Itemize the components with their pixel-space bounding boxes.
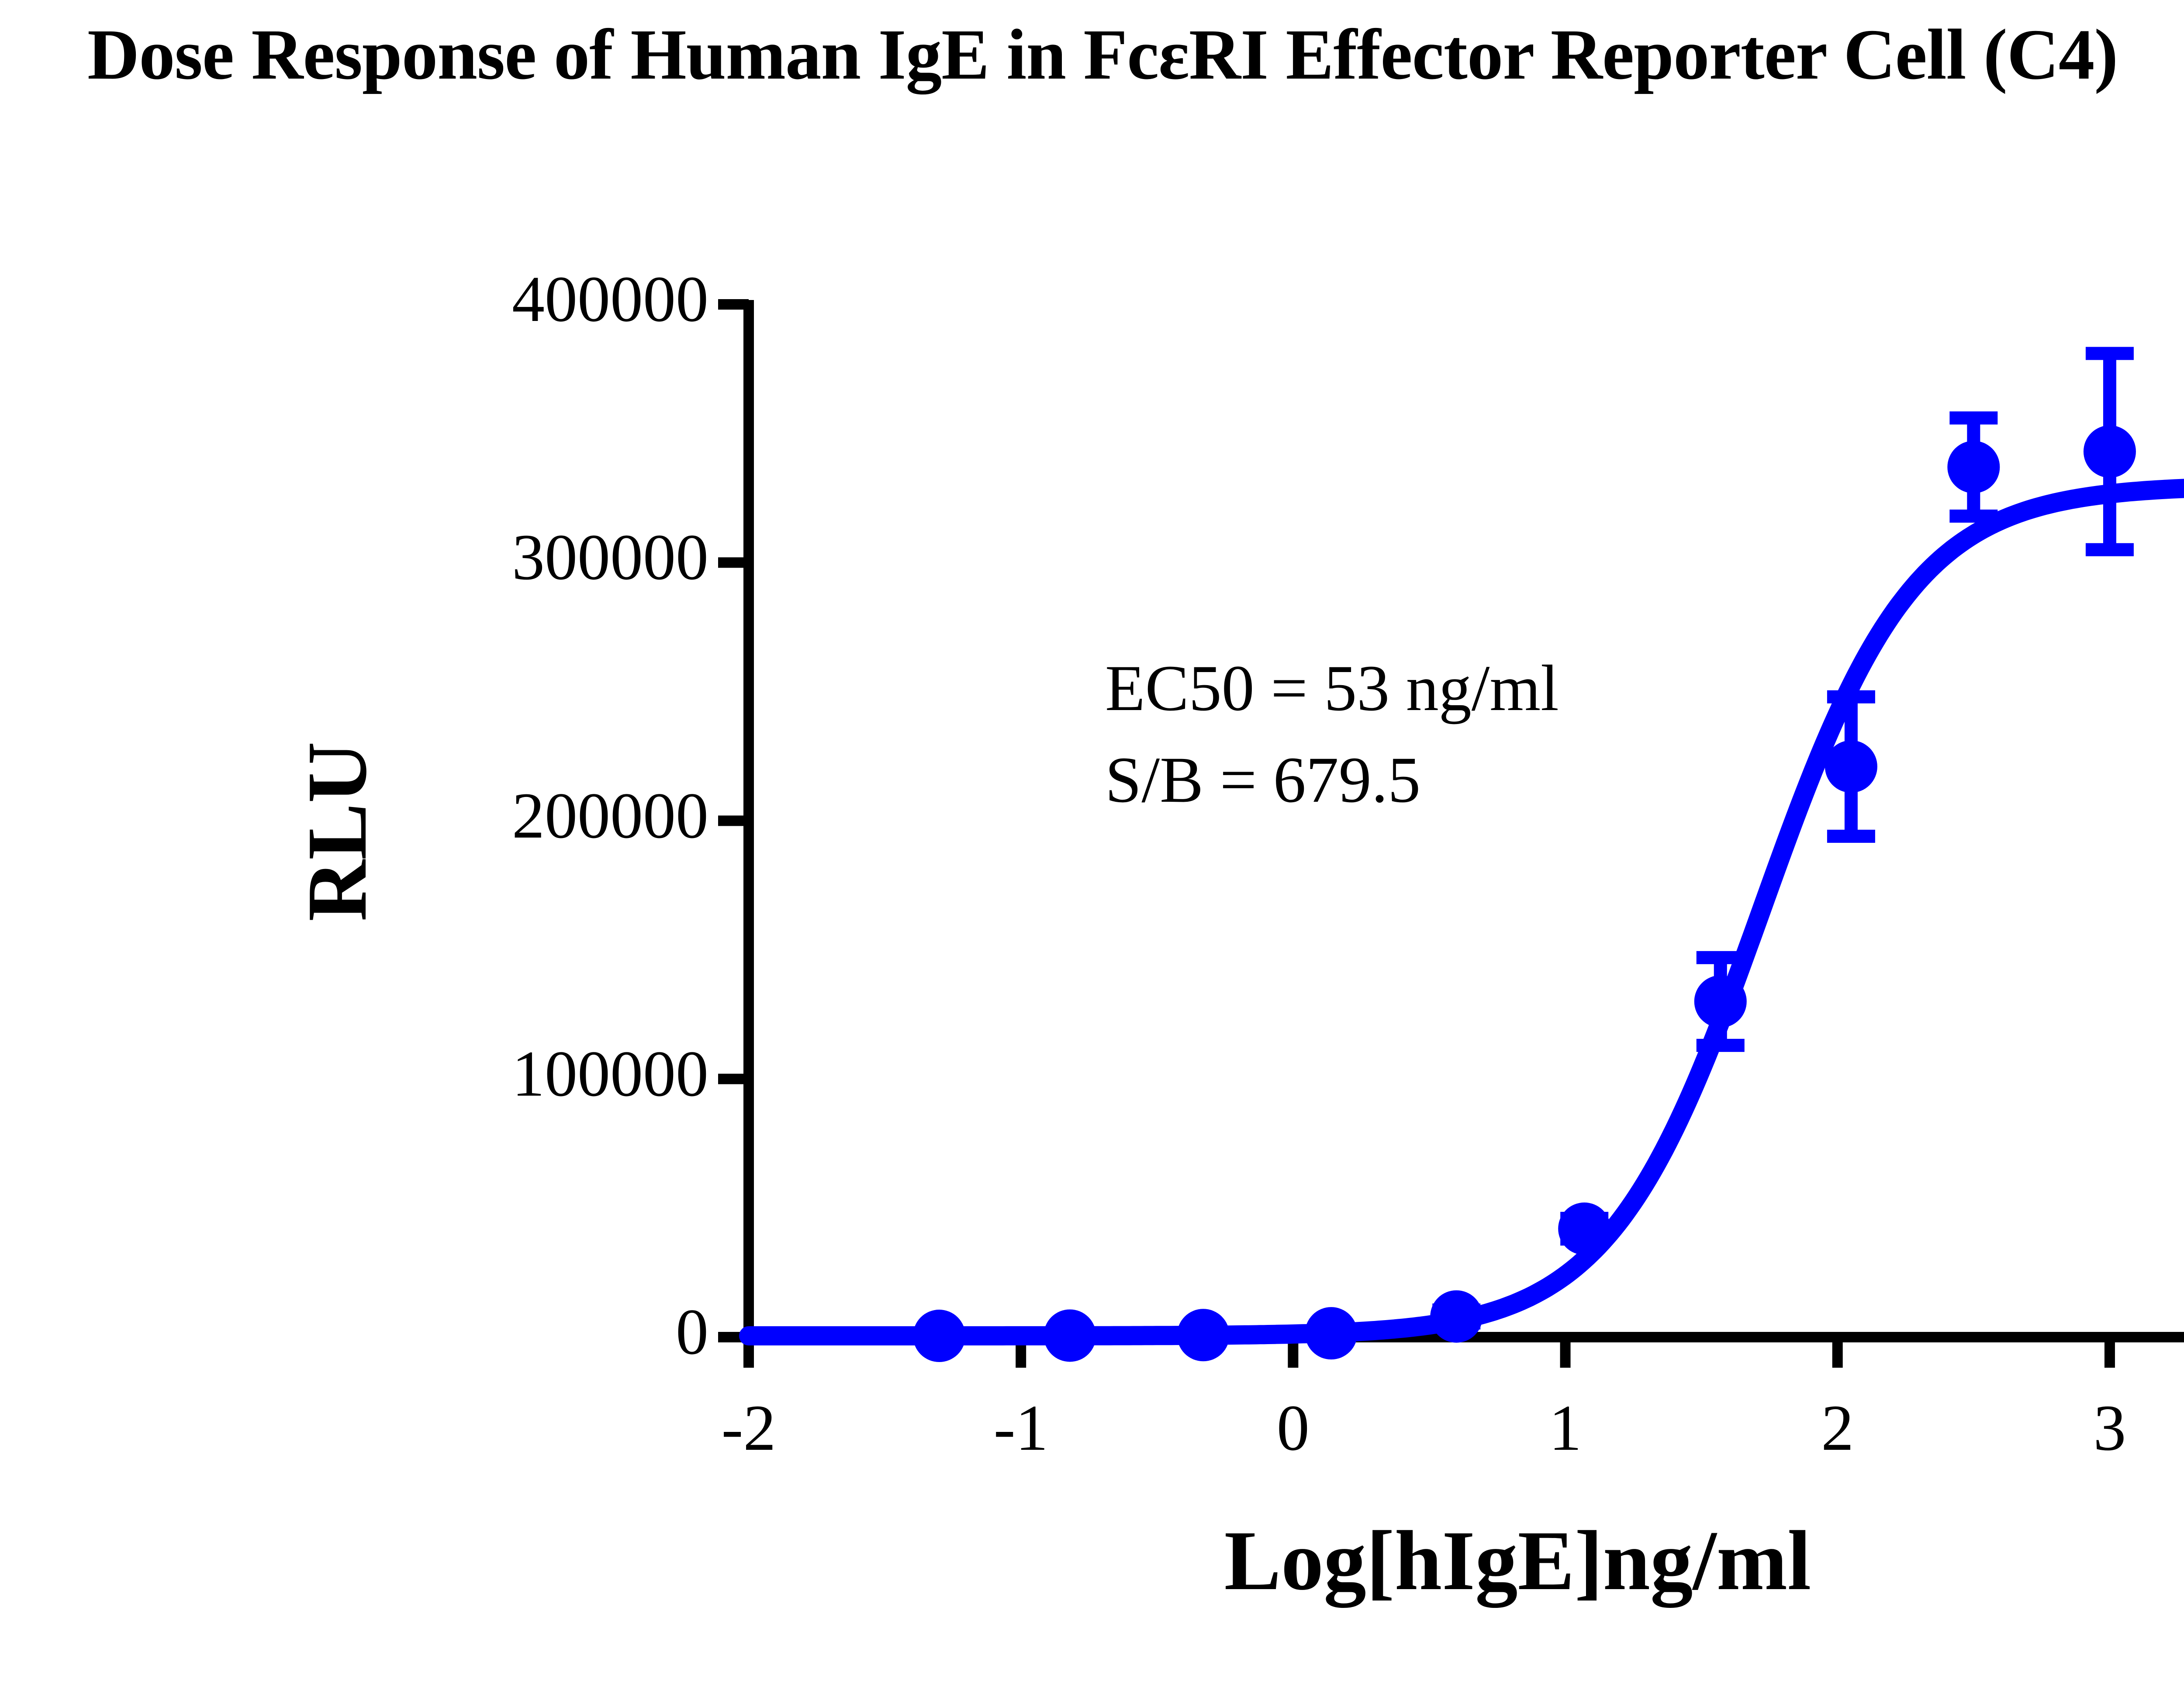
data-point-marker xyxy=(1825,740,1877,793)
error-bars xyxy=(915,347,2134,1344)
data-point-marker xyxy=(1305,1307,1358,1360)
y-tick-label: 100000 xyxy=(512,1037,708,1110)
y-tick-label: 300000 xyxy=(512,521,708,594)
x-tick-label: 0 xyxy=(1276,1392,1310,1464)
data-point-marker xyxy=(1430,1290,1483,1343)
data-point-marker xyxy=(913,1310,966,1362)
data-point-marker xyxy=(1044,1309,1096,1362)
y-tick-label: 0 xyxy=(676,1296,708,1368)
fit-curve xyxy=(739,479,2184,1345)
x-tick-label: 1 xyxy=(1549,1392,1582,1464)
y-axis-label: RLU xyxy=(290,741,384,921)
y-tick-label: 200000 xyxy=(512,779,708,852)
x-tick-label: -1 xyxy=(993,1392,1048,1464)
x-tick-label: -2 xyxy=(721,1392,776,1464)
data-point-marker xyxy=(1177,1309,1230,1362)
fit-curve-path xyxy=(739,479,2184,1345)
y-tick-label: 400000 xyxy=(512,263,708,335)
data-markers xyxy=(913,425,2136,1362)
data-point-marker xyxy=(1558,1202,1611,1255)
data-point-marker xyxy=(1947,441,2000,493)
x-tick-label: 2 xyxy=(1821,1392,1854,1464)
data-point-marker xyxy=(1694,975,1747,1028)
chart-title: Dose Response of Human IgE in FcεRI Effe… xyxy=(87,14,2118,94)
annotation-sb: S/B = 679.5 xyxy=(1105,744,1421,816)
annotation-ec50: EC50 = 53 ng/ml xyxy=(1105,652,1559,724)
data-point-marker xyxy=(2083,425,2136,478)
x-axis-label: Log[hIgE]ng/ml xyxy=(1224,1514,1811,1608)
x-tick-label: 3 xyxy=(2093,1392,2126,1464)
